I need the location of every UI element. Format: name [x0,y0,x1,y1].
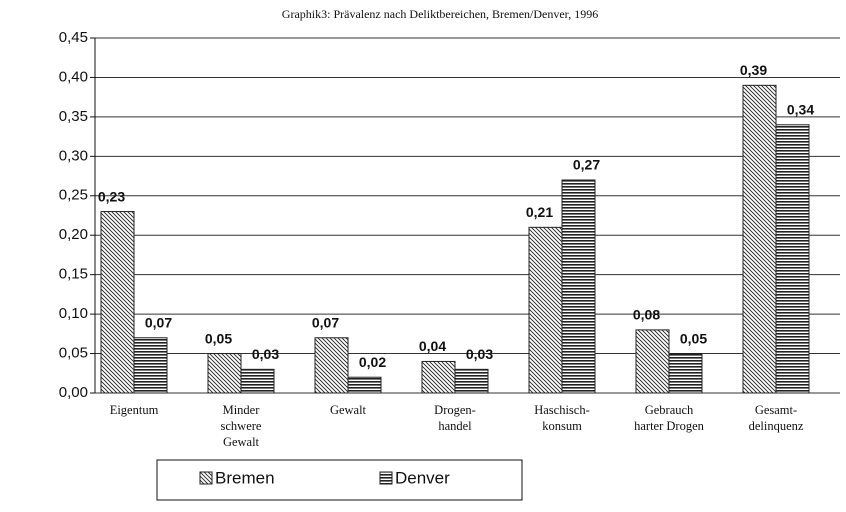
y-tick-label: 0,40 [59,68,88,85]
data-label: 0,39 [740,62,767,78]
x-tick-label: Eigentum [110,403,159,417]
legend-label: Denver [395,468,450,487]
data-label: 0,03 [466,346,493,362]
data-label: 0,07 [145,314,172,330]
data-label: 0,23 [98,188,125,204]
y-tick-label: 0,35 [59,108,88,125]
y-tick-label: 0,00 [59,384,88,401]
bar [561,179,596,394]
data-label: 0,02 [359,354,386,370]
y-tick-label: 0,45 [59,29,88,46]
bar [668,353,703,394]
bar [240,368,275,394]
y-tick-label: 0,25 [59,187,88,204]
legend-swatch [199,471,213,485]
data-label: 0,27 [573,157,600,173]
bar [454,368,489,394]
bar [314,337,349,394]
bar [100,211,135,394]
x-tick-label: Haschisch-konsum [534,403,590,433]
y-tick-label: 0,30 [59,147,88,164]
chart-title: Graphik3: Prävalenz nach Deliktbereichen… [282,7,598,21]
x-tick-label: Gebrauch harter Drogen [634,403,705,433]
x-tick-label: Gesamt-delinquenz [749,403,804,433]
data-label: 0,05 [680,330,707,346]
x-tick-label: Drogen-handel [434,403,476,433]
bar [635,329,670,394]
data-label: 0,21 [526,204,553,220]
bar [133,337,168,394]
y-tick-label: 0,15 [59,266,88,283]
legend-box [156,459,523,501]
data-label: 0,04 [419,338,446,354]
bar [742,84,777,394]
legend-swatch [379,471,393,485]
bar [528,226,563,394]
data-label: 0,05 [205,330,232,346]
data-label: 0,34 [787,101,814,117]
bar [207,353,242,394]
bar [775,124,810,394]
data-label: 0,07 [312,314,339,330]
bar [421,360,456,394]
y-tick-label: 0,10 [59,305,88,322]
data-label: 0,08 [633,307,660,323]
x-tick-label: Minder schwere Gewalt [221,403,262,449]
data-label: 0,03 [252,346,279,362]
bar [347,376,382,394]
x-tick-label: Gewalt [330,403,367,417]
y-tick-label: 0,20 [59,226,88,243]
y-tick-label: 0,05 [59,345,88,362]
legend-label: Bremen [215,468,275,487]
